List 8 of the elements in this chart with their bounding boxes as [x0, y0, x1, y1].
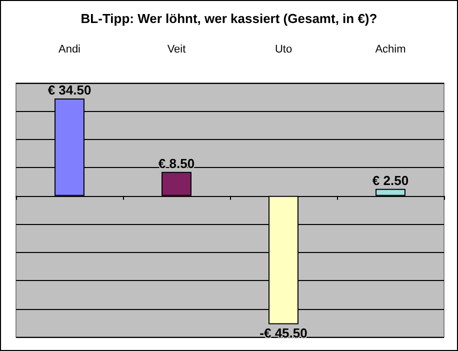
x-tick-label: Uto	[274, 44, 292, 56]
chart-title: BL-Tipp: Wer löhnt, wer kassiert (Gesamt, in €)?	[80, 11, 378, 26]
x-tick-label: Veit	[167, 44, 186, 56]
x-tick-label: Achim	[375, 44, 406, 56]
data-label: € 2.50	[372, 172, 409, 188]
x-tick-label: Andi	[58, 44, 81, 56]
data-label: € 34.50	[48, 82, 92, 98]
data-label: -€ 45.50	[260, 325, 308, 340]
